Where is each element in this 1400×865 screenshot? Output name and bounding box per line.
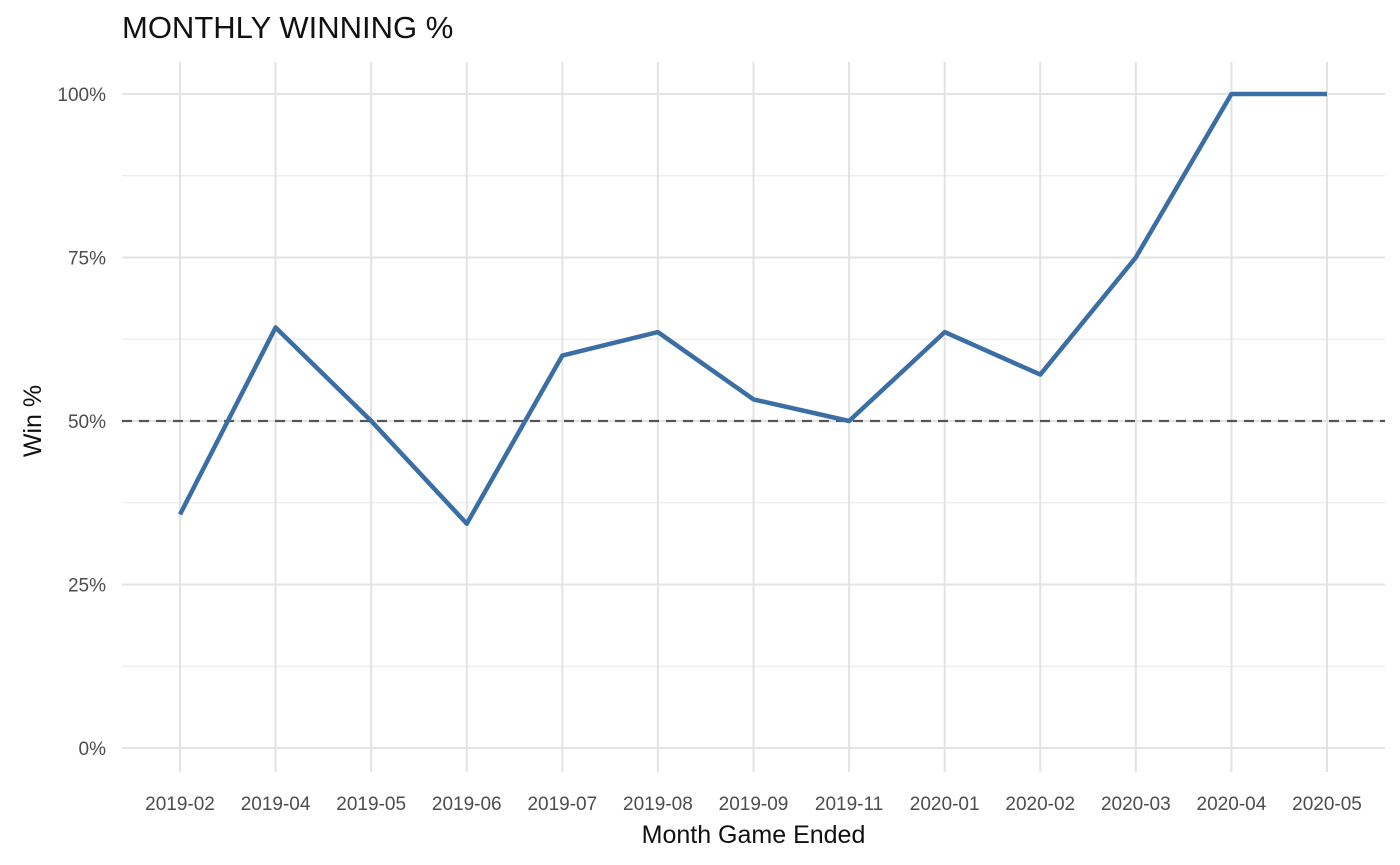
x-tick-label: 2019-04 [241, 794, 311, 815]
y-tick-labels: 0% 25% 50% 75% 100% [57, 85, 106, 760]
x-tick-label: 2020-05 [1292, 794, 1362, 815]
series-line [177, 91, 1327, 526]
x-tick-label: 2019-09 [719, 794, 789, 815]
x-tick-label: 2020-02 [1005, 794, 1075, 815]
x-tick-label: 2020-03 [1101, 794, 1171, 815]
y-tick-label: 0% [79, 739, 107, 760]
major-gridlines-x [179, 62, 1328, 772]
x-tick-label: 2019-07 [527, 794, 597, 815]
x-tick-labels: 2019-02 2019-04 2019-05 2019-06 2019-07 2019-… [145, 794, 1362, 815]
y-tick-label: 25% [68, 576, 106, 597]
x-tick-label: 2019-11 [815, 794, 883, 815]
y-tick-label: 75% [68, 249, 106, 270]
x-tick-label: 2020-04 [1197, 794, 1267, 815]
y-axis-title: Win % [19, 385, 47, 457]
series-group [177, 91, 1327, 526]
x-tick-label: 2019-02 [145, 794, 215, 815]
y-tick-label: 50% [68, 412, 106, 433]
x-tick-label: 2020-01 [910, 794, 980, 815]
x-tick-label: 2019-05 [336, 794, 406, 815]
x-axis-title: Month Game Ended [642, 821, 866, 849]
x-tick-label: 2019-06 [432, 794, 502, 815]
x-tick-label: 2019-08 [623, 794, 693, 815]
chart-title: MONTHLY WINNING % [122, 10, 454, 45]
y-tick-label: 100% [57, 85, 106, 106]
